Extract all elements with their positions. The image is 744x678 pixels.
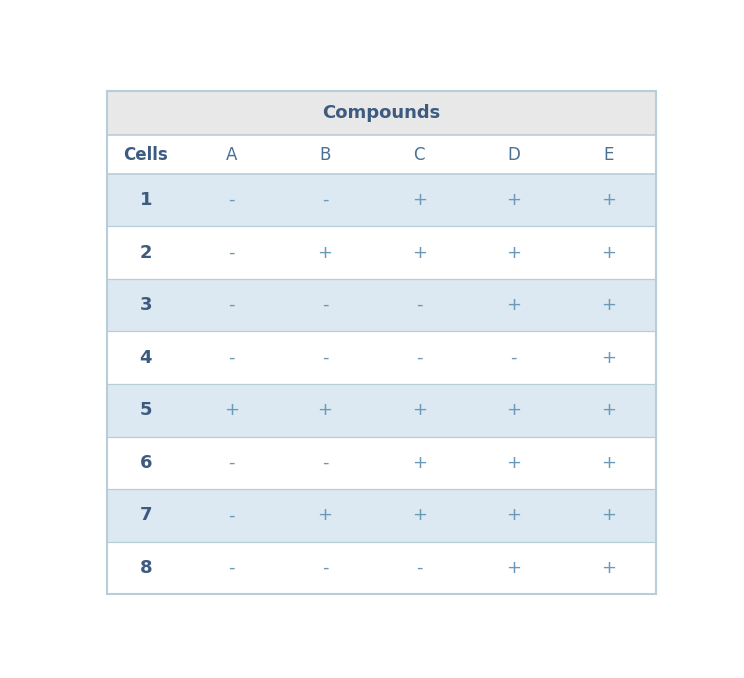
Text: +: +: [601, 296, 616, 314]
Text: -: -: [228, 296, 234, 314]
Bar: [107, 542, 655, 594]
Text: E: E: [603, 146, 614, 163]
Bar: [107, 226, 655, 279]
Text: +: +: [601, 506, 616, 524]
Text: -: -: [322, 348, 328, 367]
Text: D: D: [507, 146, 520, 163]
Text: Compounds: Compounds: [322, 104, 440, 122]
Text: +: +: [507, 296, 522, 314]
Text: -: -: [228, 243, 234, 262]
Text: 3: 3: [139, 296, 152, 314]
Text: 8: 8: [139, 559, 152, 577]
Text: B: B: [319, 146, 331, 163]
Text: +: +: [601, 559, 616, 577]
Bar: [107, 91, 655, 135]
Text: C: C: [414, 146, 425, 163]
Bar: [107, 135, 655, 174]
Text: -: -: [322, 559, 328, 577]
Text: -: -: [322, 191, 328, 209]
Text: +: +: [507, 506, 522, 524]
Text: A: A: [225, 146, 237, 163]
Text: +: +: [411, 191, 427, 209]
Text: 1: 1: [139, 191, 152, 209]
Text: +: +: [601, 401, 616, 419]
Text: 4: 4: [139, 348, 152, 367]
Text: -: -: [228, 559, 234, 577]
Text: +: +: [601, 348, 616, 367]
Bar: [107, 332, 655, 384]
Bar: [107, 384, 655, 437]
Text: +: +: [507, 454, 522, 472]
Text: -: -: [510, 348, 517, 367]
Text: +: +: [507, 243, 522, 262]
Text: -: -: [228, 191, 234, 209]
Text: -: -: [322, 296, 328, 314]
Text: +: +: [411, 506, 427, 524]
Text: +: +: [601, 191, 616, 209]
Text: -: -: [416, 559, 423, 577]
Text: -: -: [416, 348, 423, 367]
Text: +: +: [601, 243, 616, 262]
Bar: [107, 174, 655, 226]
Text: +: +: [411, 454, 427, 472]
Text: -: -: [416, 296, 423, 314]
Text: +: +: [601, 454, 616, 472]
Text: 6: 6: [139, 454, 152, 472]
Text: +: +: [224, 401, 239, 419]
Text: +: +: [318, 401, 333, 419]
Text: +: +: [507, 559, 522, 577]
Text: 2: 2: [139, 243, 152, 262]
Text: +: +: [318, 243, 333, 262]
Bar: [107, 489, 655, 542]
Text: -: -: [228, 454, 234, 472]
Text: +: +: [507, 191, 522, 209]
Text: +: +: [411, 401, 427, 419]
Text: +: +: [411, 243, 427, 262]
Text: +: +: [318, 506, 333, 524]
Text: -: -: [322, 454, 328, 472]
Text: Cells: Cells: [124, 146, 168, 163]
Text: +: +: [507, 401, 522, 419]
Bar: [107, 437, 655, 489]
Text: -: -: [228, 348, 234, 367]
Text: 7: 7: [139, 506, 152, 524]
Text: -: -: [228, 506, 234, 524]
Text: 5: 5: [139, 401, 152, 419]
Bar: [107, 279, 655, 332]
